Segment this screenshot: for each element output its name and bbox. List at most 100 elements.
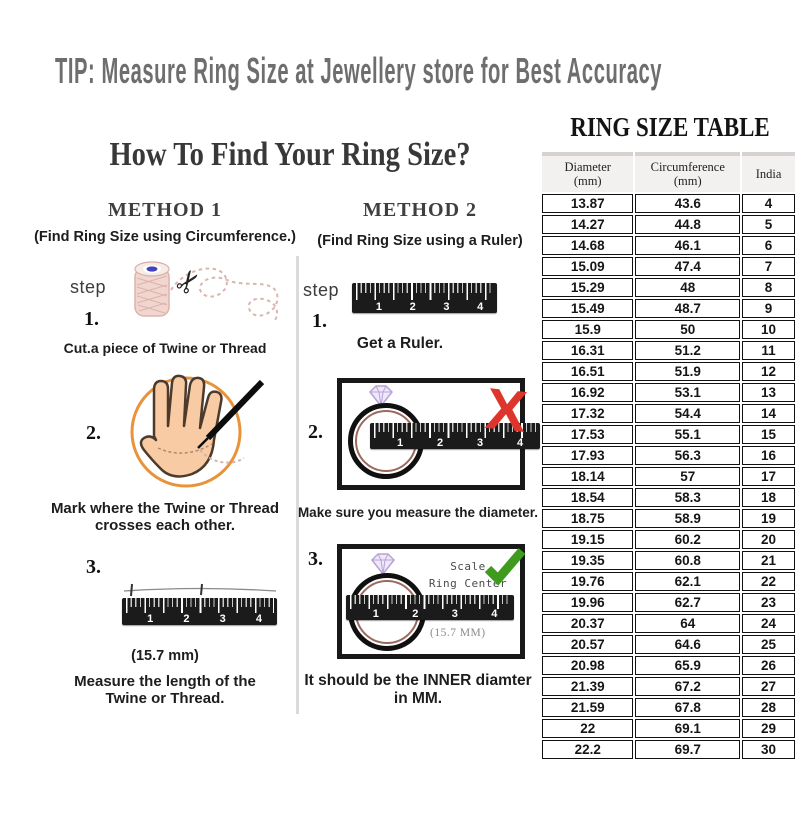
table-cell: 50 [635,320,741,339]
table-row: 15.49 48.7 9 [542,299,795,318]
table-cell: 19.15 [542,530,634,549]
ruler-numbers: 1 2 3 4 [362,297,497,313]
table-cell: 67.2 [635,677,741,696]
ruler-number: 3 [451,608,458,620]
table-cell: 54.4 [635,404,741,423]
table-cell: 55.1 [635,425,741,444]
ruler-number: 2 [183,613,190,625]
column-divider [296,256,299,714]
ruler-number: 4 [477,301,484,313]
method1-step2-number: 2. [86,422,101,444]
marker-pen-icon [205,379,265,441]
table-cell: 56.3 [635,446,741,465]
table-cell: 18.54 [542,488,634,507]
ruler-major-ticks [356,283,494,300]
table-cell: 15.49 [542,299,634,318]
method1-subheading: (Find Ring Size using Circumference.) [34,229,296,245]
table-cell: 58.3 [635,488,741,507]
scissors-icon: ✂ [168,262,209,302]
twine-scissors-illustration: ✂ [134,261,279,321]
table-cell: 24 [742,614,795,633]
thread-path [170,267,279,321]
table-row: 20.98 65.9 26 [542,656,795,675]
table-cell: 57 [635,467,741,486]
method2-step2-caption: Make sure you measure the diameter. [297,505,539,520]
table-cell: 26 [742,656,795,675]
table-cell: 17 [742,467,795,486]
ruler-number: 1 [375,301,382,313]
table-cell: 13.87 [542,194,634,213]
header-india: India [742,152,795,192]
diamond-icon [370,553,396,575]
table-row: 22 69.1 29 [542,719,795,738]
table-cell: 53.1 [635,383,741,402]
method2-step1-number: 1. [312,310,327,332]
ruler-graphic: 1 2 3 4 [346,595,514,620]
ruler-number: 1 [396,437,404,449]
table-row: 19.15 60.2 20 [542,530,795,549]
header-diameter: Diameter (mm) [542,152,634,192]
ruler-major-ticks [126,598,274,614]
table-row: 13.87 43.6 4 [542,194,795,213]
method2-subheading: (Find Ring Size using a Ruler) [317,233,523,249]
table-row: 16.31 51.2 11 [542,341,795,360]
table-cell: 48 [635,278,741,297]
table-cell: 64.6 [635,635,741,654]
frame-measurement: (15.7 MM) [430,627,486,639]
table-cell: 58.9 [635,509,741,528]
thread-tail [199,449,245,464]
ruler-major-ticks [374,423,537,438]
ruler-graphic: 1 2 3 4 [352,283,497,313]
table-cell: 22 [542,719,634,738]
table-cell: 20.98 [542,656,634,675]
table-row: 17.53 55.1 15 [542,425,795,444]
thread-over-ruler [123,583,277,597]
table-cell: 18.14 [542,467,634,486]
method1-measurement: (15.7 mm) [131,648,199,664]
table-cell: 48.7 [635,299,741,318]
ruler-numbers: 1 2 3 4 [380,435,540,449]
table-cell: 22.2 [542,740,634,759]
table-cell: 51.2 [635,341,741,360]
table-row: 17.93 56.3 16 [542,446,795,465]
table-cell: 25 [742,635,795,654]
table-row: 20.57 64.6 25 [542,635,795,654]
table-row: 21.39 67.2 27 [542,677,795,696]
table-cell: 60.2 [635,530,741,549]
scale-ring-center-frame: Scale Ring Center 1 2 3 4 (15.7 MM) [337,544,526,659]
table-cell: 20.57 [542,635,634,654]
table-cell: 44.8 [635,215,741,234]
table-cell: 23 [742,593,795,612]
table-cell: 29 [742,719,795,738]
table-cell: 47.4 [635,257,741,276]
table-cell: 19.76 [542,572,634,591]
table-row: 16.92 53.1 13 [542,383,795,402]
ruler-graphic: 1 2 3 4 [370,423,540,449]
ruler-number: 1 [147,613,154,625]
green-check-icon [484,548,526,586]
ruler-numbers: 1 2 3 4 [356,606,514,620]
method2-step1-caption: Get a Ruler. [356,335,444,352]
table-cell: 16.51 [542,362,634,381]
table-cell: 69.1 [635,719,741,738]
table-cell: 8 [742,278,795,297]
table-row: 17.32 54.4 14 [542,404,795,423]
method2-step3-caption: It should be the INNER diamter in MM. [304,672,532,707]
method1-step1-number: 1. [84,308,99,330]
tip-banner: TIP: Measure Ring Size at Jewellery stor… [55,50,663,91]
table-row: 19.96 62.7 23 [542,593,795,612]
method2-step3-number: 3. [308,548,323,570]
ruler-graphic: 1 2 3 4 [122,598,277,625]
table-cell: 21 [742,551,795,570]
ruler-number: 2 [436,437,444,449]
table-cell: 22 [742,572,795,591]
table-row: 20.37 64 24 [542,614,795,633]
table-cell: 20.37 [542,614,634,633]
table-cell: 19.96 [542,593,634,612]
table-row: 15.9 50 10 [542,320,795,339]
table-cell: 69.7 [635,740,741,759]
ruler-number: 4 [516,437,524,449]
table-cell: 19.35 [542,551,634,570]
table-cell: 65.9 [635,656,741,675]
